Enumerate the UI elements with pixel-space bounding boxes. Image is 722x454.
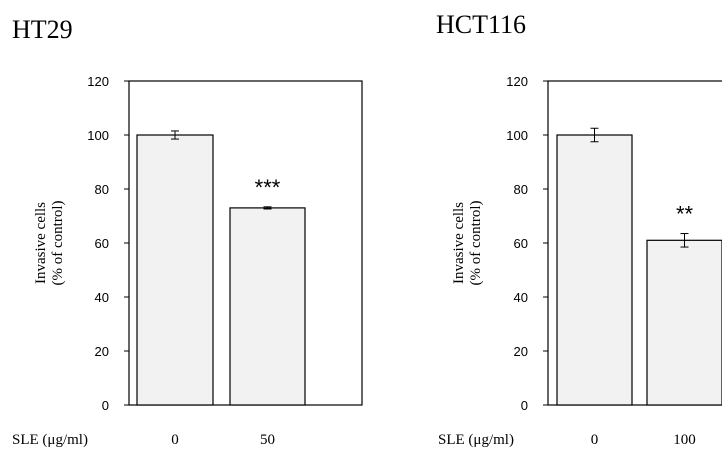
chart-title: HCT116 (436, 10, 526, 39)
y-tick-label: 100 (87, 128, 109, 143)
y-tick-label: 40 (95, 290, 109, 305)
chart-hct116: HCT116 0 20 40 60 80 100 120 Invasive cells(% of… (436, 10, 722, 448)
y-axis-label: Invasive cells(% of control) (451, 201, 484, 286)
bar (229, 207, 306, 406)
y-axis-label-line: (% of control) (468, 201, 484, 286)
y-tick-label: 60 (95, 236, 109, 251)
category-label: 0 (591, 432, 599, 448)
category-label: 100 (673, 432, 696, 448)
y-tick-label: 60 (514, 236, 528, 251)
chart-ht29: HT29 0 20 40 60 80 100 120 Invasive cells(% of c… (12, 15, 363, 448)
bar (556, 134, 633, 406)
chart-title: HT29 (12, 15, 73, 44)
y-tick-label: 20 (514, 344, 528, 359)
bar (136, 134, 214, 406)
category-label: 0 (171, 432, 179, 448)
y-tick-label: 80 (95, 182, 109, 197)
category-label: 50 (260, 432, 275, 448)
y-tick-label: 100 (506, 128, 528, 143)
y-axis-label-line: Invasive cells (451, 202, 467, 284)
bar (646, 239, 722, 406)
y-tick-label: 120 (87, 74, 109, 89)
x-axis-label: SLE (μg/ml) (12, 432, 88, 448)
y-axis-label: Invasive cells(% of control) (33, 201, 66, 286)
y-tick-label: 20 (95, 344, 109, 359)
y-tick-label: 0 (521, 398, 528, 413)
y-tick-label: 40 (514, 290, 528, 305)
significance-marker: *** (255, 175, 281, 200)
significance-marker: ** (676, 202, 694, 227)
y-tick-label: 0 (102, 398, 109, 413)
y-tick-label: 120 (506, 74, 528, 89)
y-axis-label-line: Invasive cells (33, 202, 49, 284)
y-axis-label-line: (% of control) (50, 201, 66, 286)
y-tick-label: 80 (514, 182, 528, 197)
x-axis-label: SLE (μg/ml) (438, 432, 514, 448)
